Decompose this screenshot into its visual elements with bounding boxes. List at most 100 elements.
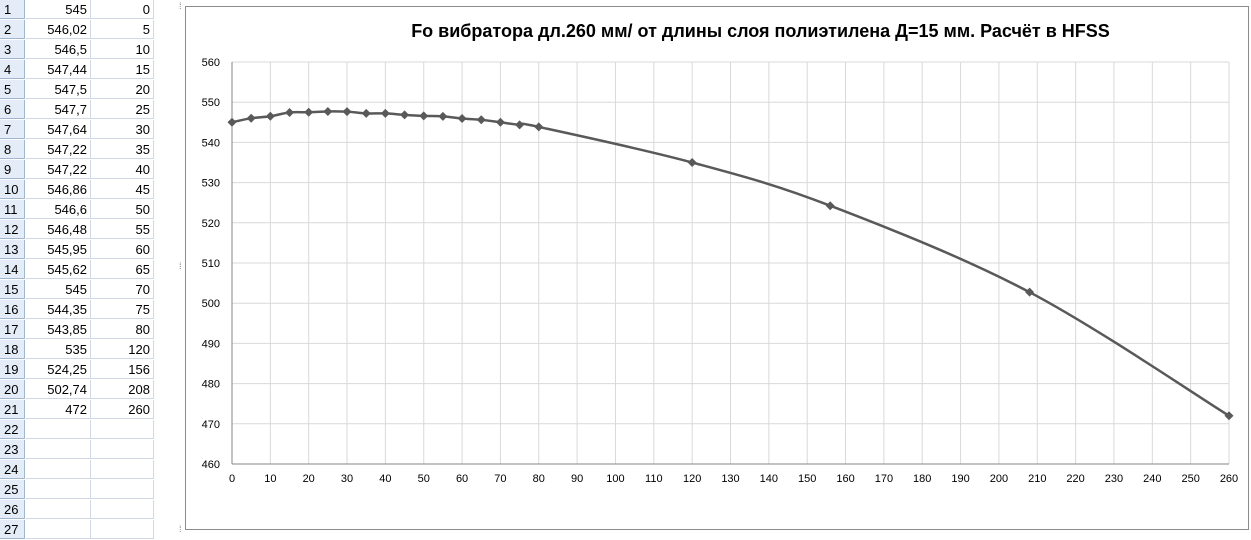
row-header[interactable]: 23	[0, 440, 25, 459]
cell-a[interactable]: 546,6	[26, 200, 91, 219]
cell-b[interactable]: 260	[91, 400, 154, 419]
row-header[interactable]: 20	[0, 380, 25, 399]
x-tick-label: 250	[1181, 473, 1199, 485]
cell-a[interactable]	[26, 460, 91, 479]
cell-a[interactable]: 547,64	[26, 120, 91, 139]
y-tick-label: 480	[202, 379, 220, 391]
row-header[interactable]: 9	[0, 160, 25, 179]
cell-b[interactable]: 5	[91, 20, 154, 39]
row-header[interactable]: 4	[0, 60, 25, 79]
sheet-row: 12 546,48 55	[0, 220, 183, 240]
x-tick-label: 140	[760, 473, 778, 485]
row-header[interactable]: 15	[0, 280, 25, 299]
cell-a[interactable]: 545	[26, 280, 91, 299]
cell-a[interactable]: 545,62	[26, 260, 91, 279]
x-tick-label: 60	[456, 473, 468, 485]
row-header[interactable]: 13	[0, 240, 25, 259]
resize-handle-bottom-left[interactable]: ⁞	[179, 524, 182, 534]
cell-a[interactable]	[26, 420, 91, 439]
cell-b[interactable]	[91, 480, 154, 499]
cell-b[interactable]: 75	[91, 300, 154, 319]
cell-b[interactable]: 30	[91, 120, 154, 139]
cell-b[interactable]: 55	[91, 220, 154, 239]
cell-a[interactable]: 544,35	[26, 300, 91, 319]
x-tick-label: 180	[913, 473, 931, 485]
cell-a[interactable]: 546,5	[26, 40, 91, 59]
row-header[interactable]: 6	[0, 100, 25, 119]
row-header[interactable]: 10	[0, 180, 25, 199]
row-header[interactable]: 1	[0, 0, 25, 19]
resize-handle-top-left[interactable]: ⁞	[179, 1, 182, 11]
cell-a[interactable]: 547,44	[26, 60, 91, 79]
row-header[interactable]: 27	[0, 520, 25, 539]
cell-b[interactable]	[91, 420, 154, 439]
row-header[interactable]: 16	[0, 300, 25, 319]
chart-svg: Fo вибратора дл.260 мм/ от длины слоя по…	[202, 21, 1239, 485]
cell-b[interactable]: 45	[91, 180, 154, 199]
row-header[interactable]: 11	[0, 200, 25, 219]
row-header[interactable]: 7	[0, 120, 25, 139]
row-header[interactable]: 19	[0, 360, 25, 379]
row-header[interactable]: 21	[0, 400, 25, 419]
cell-b[interactable]: 20	[91, 80, 154, 99]
cell-b[interactable]: 10	[91, 40, 154, 59]
cell-b[interactable]: 15	[91, 60, 154, 79]
row-header[interactable]: 12	[0, 220, 25, 239]
cell-b[interactable]: 80	[91, 320, 154, 339]
chart-area[interactable]: Fo вибратора дл.260 мм/ от длины слоя по…	[185, 6, 1249, 530]
cell-a[interactable]: 546,02	[26, 20, 91, 39]
cell-a[interactable]: 546,86	[26, 180, 91, 199]
cell-a[interactable]: 543,85	[26, 320, 91, 339]
data-point-marker	[476, 115, 486, 125]
row-header[interactable]: 25	[0, 480, 25, 499]
cell-b[interactable]	[91, 520, 154, 539]
cell-a[interactable]: 535	[26, 340, 91, 359]
cell-b[interactable]: 35	[91, 140, 154, 159]
cell-a[interactable]: 546,48	[26, 220, 91, 239]
cell-a[interactable]: 547,5	[26, 80, 91, 99]
row-header[interactable]: 8	[0, 140, 25, 159]
cell-a[interactable]: 545	[26, 0, 91, 19]
cell-a[interactable]	[26, 520, 91, 539]
cell-a[interactable]: 472	[26, 400, 91, 419]
cell-a[interactable]: 547,22	[26, 140, 91, 159]
row-header[interactable]: 14	[0, 260, 25, 279]
data-point-marker	[1025, 287, 1035, 297]
row-header[interactable]: 18	[0, 340, 25, 359]
x-tick-label: 100	[606, 473, 624, 485]
cell-a[interactable]: 547,22	[26, 160, 91, 179]
cell-b[interactable]: 120	[91, 340, 154, 359]
row-header[interactable]: 24	[0, 460, 25, 479]
row-header[interactable]: 5	[0, 80, 25, 99]
sheet-row: 10 546,86 45	[0, 180, 183, 200]
cell-b[interactable]: 70	[91, 280, 154, 299]
row-header[interactable]: 22	[0, 420, 25, 439]
row-header[interactable]: 26	[0, 500, 25, 519]
x-tick-label: 20	[303, 473, 315, 485]
cell-b[interactable]	[91, 440, 154, 459]
cell-b[interactable]	[91, 500, 154, 519]
cell-b[interactable]	[91, 460, 154, 479]
cell-a[interactable]: 545,95	[26, 240, 91, 259]
cell-b[interactable]: 25	[91, 100, 154, 119]
cell-a[interactable]	[26, 440, 91, 459]
cell-a[interactable]: 502,74	[26, 380, 91, 399]
x-tick-label: 230	[1105, 473, 1123, 485]
resize-handle-left[interactable]: ⁞	[179, 261, 182, 271]
cell-a[interactable]	[26, 480, 91, 499]
row-header[interactable]: 3	[0, 40, 25, 59]
sheet-row: 1 545 0	[0, 0, 183, 20]
cell-a[interactable]: 524,25	[26, 360, 91, 379]
cell-b[interactable]: 156	[91, 360, 154, 379]
cell-b[interactable]: 65	[91, 260, 154, 279]
cell-a[interactable]: 547,7	[26, 100, 91, 119]
cell-b[interactable]: 40	[91, 160, 154, 179]
row-header[interactable]: 2	[0, 20, 25, 39]
cell-b[interactable]: 208	[91, 380, 154, 399]
row-header[interactable]: 17	[0, 320, 25, 339]
cell-b[interactable]: 50	[91, 200, 154, 219]
cell-b[interactable]: 60	[91, 240, 154, 259]
cell-b[interactable]: 0	[91, 0, 154, 19]
data-point-marker	[285, 107, 295, 117]
cell-a[interactable]	[26, 500, 91, 519]
